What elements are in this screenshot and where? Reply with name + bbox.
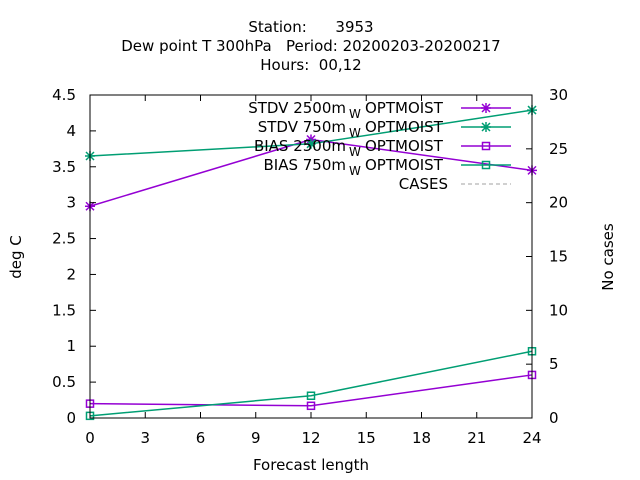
y-tick-label: 1: [66, 337, 76, 355]
legend-item: STDV 750m W OPTMOIST: [258, 118, 511, 140]
legend-suffix: OPTMOIST: [365, 137, 444, 155]
y2-tick-label: 10: [549, 301, 568, 319]
x-tick-label: 12: [301, 429, 320, 447]
y-tick-label: 2.5: [52, 230, 76, 248]
x-tick-label: 18: [412, 429, 431, 447]
y-tick-label: 4: [66, 122, 76, 140]
series-bias-2500m: [85, 370, 537, 411]
x-tick-label: 3: [140, 429, 150, 447]
y2-tick-label: 15: [549, 248, 568, 266]
title-line-1: Station: 3953: [248, 18, 373, 36]
data-point-cross: [306, 138, 316, 149]
data-point-square: [481, 141, 491, 151]
y-tick-label: 3.5: [52, 158, 76, 176]
x-axis-label: Forecast length: [253, 456, 369, 474]
chart-title: Station: 3953 Dew point T 300hPa Period:…: [121, 18, 500, 74]
y-tick-label: 4.5: [52, 86, 76, 104]
legend-item: BIAS 750m W OPTMOIST: [263, 156, 511, 178]
legend-label: BIAS 750m: [263, 156, 346, 174]
y2-axis-label: No cases: [599, 223, 617, 291]
title-line-2: Dew point T 300hPa Period: 20200203-2020…: [121, 37, 500, 55]
title-line-3: Hours: 00,12: [260, 56, 361, 74]
series-line: [89, 350, 533, 417]
y-tick-label: 1.5: [52, 301, 76, 319]
y2-tick-label: 20: [549, 194, 568, 212]
legend-suffix: OPTMOIST: [365, 99, 444, 117]
legend-label: BIAS 2500m: [254, 137, 346, 155]
x-tick-label: 21: [467, 429, 486, 447]
data-point-square: [481, 160, 491, 170]
x-tick-label: 0: [85, 429, 95, 447]
data-point-cross: [481, 103, 491, 113]
legend-label: STDV 750m: [258, 118, 346, 136]
y2-tick-label: 5: [549, 355, 559, 373]
legend-subscript: W: [349, 126, 361, 140]
data-point-cross: [481, 122, 491, 132]
legend-subscript: W: [349, 145, 361, 159]
x-tick-label: 9: [251, 429, 261, 447]
legend-subscript: W: [349, 107, 361, 121]
tick-marks: 0 3 6 9 12 15 18 21 24 0 0.5 1 1.5 2 2.5 3 3.5 4 4.5 0 5 10 15…: [52, 86, 568, 447]
y2-tick-label: 30: [549, 86, 568, 104]
y-tick-label: 0.5: [52, 373, 76, 391]
x-tick-label: 15: [357, 429, 376, 447]
legend-label: CASES: [399, 175, 448, 193]
legend-label: STDV 2500m: [248, 99, 346, 117]
series-line: [89, 374, 533, 407]
legend-subscript: W: [349, 164, 361, 178]
data-point-square: [306, 401, 316, 411]
legend-item: CASES: [399, 175, 511, 193]
y-tick-label: 2: [66, 265, 76, 283]
x-tick-label: 24: [522, 429, 541, 447]
legend-suffix: OPTMOIST: [365, 118, 444, 136]
legend-item: BIAS 2500m W OPTMOIST: [254, 137, 511, 159]
y-axis-label: deg C: [7, 235, 25, 279]
y-tick-label: 0: [66, 409, 76, 427]
legend-item: STDV 2500m W OPTMOIST: [248, 99, 511, 121]
legend-suffix: OPTMOIST: [365, 156, 444, 174]
data-point-square: [306, 391, 316, 400]
x-tick-label: 6: [196, 429, 206, 447]
y-tick-label: 3: [66, 194, 76, 212]
y2-tick-label: 25: [549, 140, 568, 158]
y2-tick-label: 0: [549, 409, 559, 427]
